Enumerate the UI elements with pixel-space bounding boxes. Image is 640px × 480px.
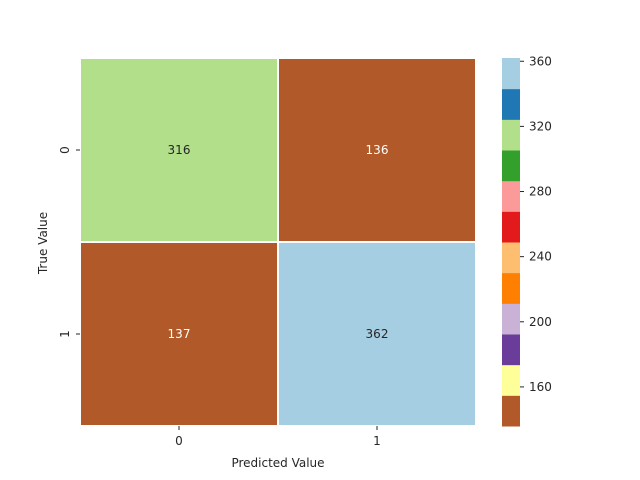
heatmap-cell-0-1 — [277, 57, 477, 243]
cell-value-label-0-0: 316 — [168, 143, 191, 157]
x-tick-label-1: 1 — [373, 434, 381, 448]
colorbar-segment-0 — [502, 395, 520, 427]
heatmap-cell-0-0 — [79, 57, 279, 243]
colorbar-segment-4 — [502, 272, 520, 304]
colorbar-segment-9 — [502, 119, 520, 151]
heatmap-axes: 0 1 0 1 — [58, 146, 381, 448]
colorbar-segment-11 — [502, 58, 520, 90]
colorbar-tick-label-0: 160 — [529, 380, 552, 394]
colorbar-segment-8 — [502, 150, 520, 182]
cell-value-label-1-1: 362 — [366, 327, 389, 341]
heatmap-cell-1-1 — [277, 241, 477, 427]
colorbar-tick-label-4: 320 — [529, 119, 552, 133]
colorbar-tick-label-5: 360 — [529, 54, 552, 68]
colorbar: 160 200 240 280 320 360 — [502, 54, 552, 427]
colorbar-tick-label-3: 280 — [529, 185, 552, 199]
colorbar-tick-label-2: 240 — [529, 250, 552, 264]
y-axis-label: True Value — [36, 212, 50, 275]
y-tick-label-0: 0 — [58, 146, 72, 154]
x-tick-label-0: 0 — [175, 434, 183, 448]
y-tick-label-1: 1 — [58, 330, 72, 338]
heatmap-annotations: 316 136 137 362 — [168, 143, 389, 341]
cell-value-label-0-1: 136 — [366, 143, 389, 157]
colorbar-segment-10 — [502, 88, 520, 120]
heatmap-cell-1-0 — [79, 241, 279, 427]
heatmap-cells — [79, 57, 477, 427]
colorbar-segment-1 — [502, 364, 520, 396]
colorbar-segment-5 — [502, 242, 520, 274]
colorbar-segment-6 — [502, 211, 520, 243]
colorbar-segment-7 — [502, 180, 520, 212]
colorbar-tick-label-1: 200 — [529, 315, 552, 329]
colorbar-segment-2 — [502, 334, 520, 366]
cell-value-label-1-0: 137 — [168, 327, 191, 341]
x-axis-label: Predicted Value — [231, 456, 324, 470]
colorbar-segment-3 — [502, 303, 520, 335]
